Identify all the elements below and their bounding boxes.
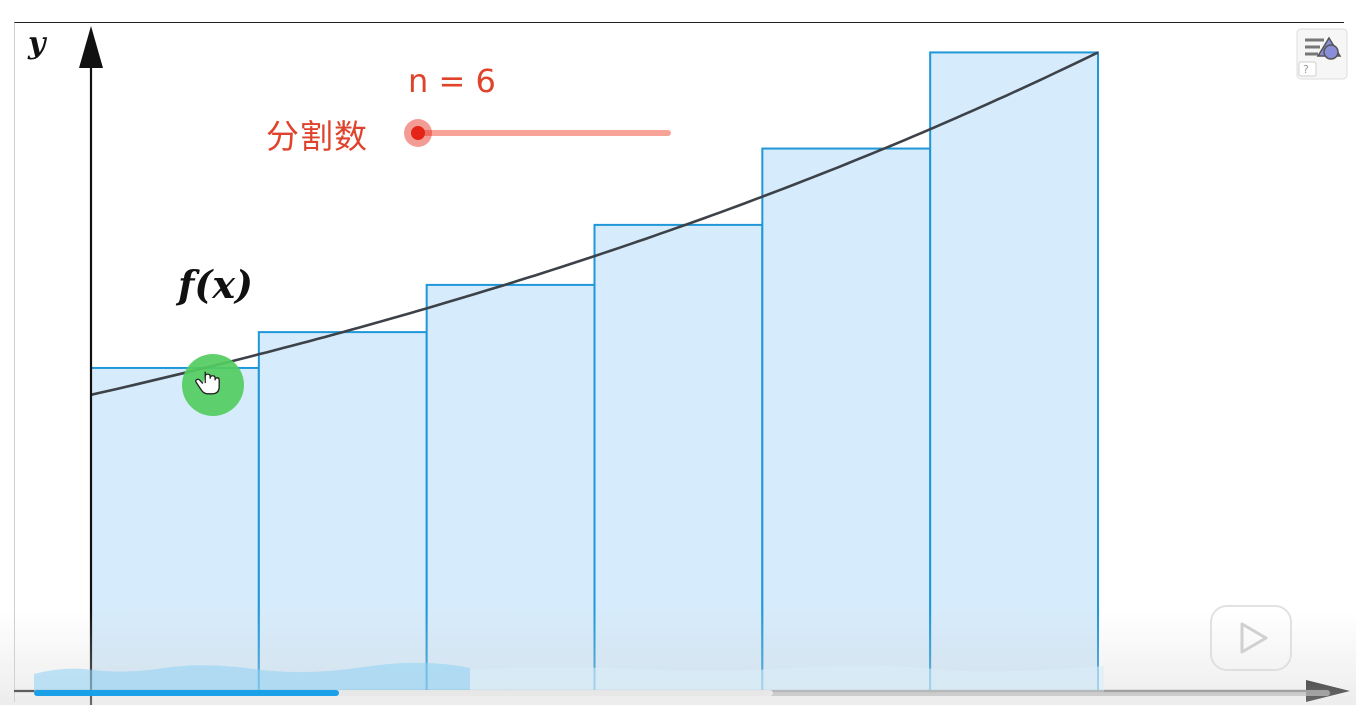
riemann-rectangle bbox=[929, 51, 1100, 693]
riemann-rectangle bbox=[593, 223, 764, 692]
progress-buffered bbox=[34, 690, 773, 696]
riemann-rectangles bbox=[90, 51, 1100, 693]
heat-wave-bar bbox=[34, 662, 1104, 692]
progress-played bbox=[34, 690, 339, 696]
progress-bar[interactable] bbox=[34, 690, 1330, 696]
slider-value-text: n = 6 bbox=[408, 62, 496, 100]
riemann-rectangle bbox=[257, 331, 428, 692]
riemann-rectangle bbox=[761, 147, 932, 692]
y-axis bbox=[79, 26, 103, 705]
graphics-view-frame bbox=[14, 22, 1344, 702]
y-axis-arrow bbox=[79, 26, 103, 68]
geogebra-style-menu-icon[interactable]: ? bbox=[1296, 28, 1348, 80]
slider-handle[interactable] bbox=[411, 126, 425, 140]
svg-text:?: ? bbox=[1303, 63, 1309, 76]
bilibili-tv-play-icon[interactable] bbox=[1208, 594, 1294, 674]
hand-pointer-icon bbox=[182, 354, 244, 416]
slider-caption: 分割数 bbox=[266, 117, 368, 156]
riemann-rectangle bbox=[90, 366, 260, 692]
function-curve bbox=[90, 51, 1099, 397]
slider-n[interactable] bbox=[404, 119, 671, 147]
function-label: f(x) bbox=[178, 262, 253, 307]
riemann-rectangle bbox=[425, 283, 596, 692]
y-axis-label: y bbox=[28, 26, 46, 61]
